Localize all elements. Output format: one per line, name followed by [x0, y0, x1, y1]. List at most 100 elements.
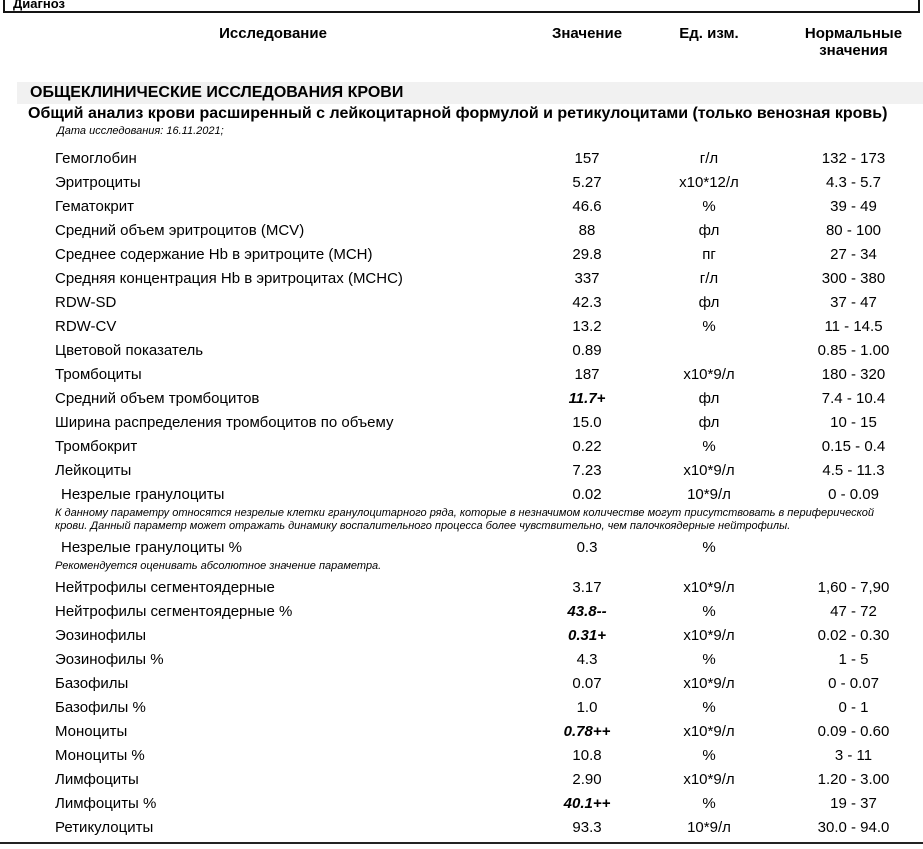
test-normal-range: 27 - 34 — [830, 245, 877, 263]
test-normal-range: 39 - 49 — [830, 197, 877, 215]
test-name: Цветовой показатель — [55, 341, 204, 359]
test-unit: г/л — [699, 269, 719, 287]
test-unit: фл — [698, 413, 720, 431]
diagnosis-label: Диагноз — [13, 0, 65, 11]
test-name: Лимфоциты — [55, 770, 139, 788]
test-name: RDW-CV — [55, 317, 117, 335]
column-header-unit: Ед. изм. — [679, 25, 739, 42]
lab-table-row: Гематокрит 46.6 % 39 - 49 — [0, 194, 923, 218]
test-unit: % — [702, 698, 716, 716]
test-normal-range: 4.3 - 5.7 — [825, 173, 882, 191]
lab-table-row: Средняя концентрация Hb в эритроцитах (M… — [0, 266, 923, 290]
test-value: 42.3 — [572, 293, 602, 311]
test-value: 337 — [574, 269, 600, 287]
diagnosis-field[interactable]: Диагноз — [3, 0, 920, 13]
section-header-bar: ОБЩЕКЛИНИЧЕСКИЕ ИССЛЕДОВАНИЯ КРОВИ — [17, 82, 923, 104]
panel-date: Дата исследования: 16.11.2021; — [57, 125, 224, 137]
lab-table-row: Базофилы % 1.0 % 0 - 1 — [0, 695, 923, 719]
test-value: 40.1++ — [563, 794, 611, 812]
test-value: 0.3 — [576, 538, 598, 556]
test-name: Лимфоциты % — [55, 794, 157, 812]
lab-table-row: RDW-CV 13.2 % 11 - 14.5 — [0, 314, 923, 338]
test-normal-range: 0 - 0.09 — [828, 485, 879, 503]
test-value: 0.22 — [572, 437, 602, 455]
column-header-test: Исследование — [219, 25, 327, 42]
test-unit: х10*9/л — [683, 722, 735, 740]
test-name: Тромбокрит — [55, 437, 138, 455]
test-name: Эозинофилы — [55, 626, 147, 644]
test-value: 0.02 — [572, 485, 602, 503]
test-name: Лейкоциты — [55, 461, 132, 479]
lab-table-row: Моноциты % 10.8 % 3 - 11 — [0, 743, 923, 767]
test-name: RDW-SD — [55, 293, 117, 311]
test-value: 0.89 — [572, 341, 602, 359]
test-value: 88 — [578, 221, 596, 239]
test-name: Эритроциты — [55, 173, 141, 191]
lab-table-row: Цветовой показатель 0.89 0.85 - 1.00 — [0, 338, 923, 362]
lab-table-row: Эритроциты 5.27 х10*12/л 4.3 - 5.7 — [0, 170, 923, 194]
test-unit: 10*9/л — [687, 818, 731, 836]
test-unit: % — [702, 794, 716, 812]
column-header-normal-line2: значения — [819, 42, 888, 59]
test-value: 0.78++ — [563, 722, 611, 740]
results-rows: Гемоглобин 157 г/л 132 - 173 Эритроциты … — [0, 146, 923, 839]
test-normal-range: 4.5 - 11.3 — [822, 461, 885, 479]
bottom-divider — [0, 842, 923, 844]
test-name: Незрелые гранулоциты — [61, 485, 225, 503]
table-header: Исследование Значение Ед. изм. Нормальны… — [0, 25, 923, 59]
test-value: 5.27 — [572, 173, 602, 191]
test-value: 157 — [574, 149, 600, 167]
test-value: 3.17 — [572, 578, 602, 596]
test-normal-range: 132 - 173 — [821, 149, 886, 167]
lab-table-row: Лимфоциты % 40.1++ % 19 - 37 — [0, 791, 923, 815]
test-name: Моноциты % — [55, 746, 145, 764]
test-normal-range: 80 - 100 — [825, 221, 882, 239]
test-value: 46.6 — [572, 197, 602, 215]
test-value: 7.23 — [572, 461, 602, 479]
test-unit: % — [702, 197, 716, 215]
test-name: Моноциты — [55, 722, 128, 740]
test-name: Ретикулоциты — [55, 818, 154, 836]
lab-table-row: Лейкоциты 7.23 х10*9/л 4.5 - 11.3 — [0, 458, 923, 482]
test-normal-range: 0 - 0.07 — [828, 674, 879, 692]
test-normal-range: 37 - 47 — [830, 293, 877, 311]
test-value: 15.0 — [572, 413, 602, 431]
lab-table-row: Средний объем тромбоцитов 11.7+ фл 7.4 -… — [0, 386, 923, 410]
test-value: 187 — [574, 365, 600, 383]
panel-title: Общий анализ крови расширенный с лейкоци… — [28, 105, 888, 122]
test-normal-range: 0 - 1 — [838, 698, 869, 716]
note-line: К данному параметру относятся незрелые к… — [55, 507, 874, 519]
test-normal-range: 47 - 72 — [830, 602, 877, 620]
test-name: Тромбоциты — [55, 365, 142, 383]
note-line: крови. Данный параметр может отражать ди… — [55, 520, 791, 532]
test-normal-range: 30.0 - 94.0 — [817, 818, 890, 836]
test-name: Среднее содержание Hb в эритроците (MCH) — [55, 245, 373, 263]
test-normal-range: 3 - 11 — [834, 746, 873, 764]
test-unit: % — [702, 650, 716, 668]
test-value: 10.8 — [572, 746, 602, 764]
test-value: 0.07 — [572, 674, 602, 692]
test-unit: 10*9/л — [687, 485, 731, 503]
test-name: Нейтрофилы сегментоядерные % — [55, 602, 293, 620]
test-value: 11.7+ — [568, 389, 606, 407]
test-normal-range: 10 - 15 — [830, 413, 877, 431]
test-name: Ширина распределения тромбоцитов по объе… — [55, 413, 394, 431]
lab-table-row: Ретикулоциты 93.3 10*9/л 30.0 - 94.0 — [0, 815, 923, 839]
test-normal-range: 180 - 320 — [821, 365, 886, 383]
test-value: 29.8 — [572, 245, 602, 263]
lab-table-row: Эозинофилы 0.31+ х10*9/л 0.02 - 0.30 — [0, 623, 923, 647]
test-name: Эозинофилы % — [55, 650, 164, 668]
test-name: Гемоглобин — [55, 149, 137, 167]
test-unit: % — [702, 437, 716, 455]
test-value: 2.90 — [572, 770, 602, 788]
test-normal-range: 0.85 - 1.00 — [817, 341, 890, 359]
test-unit: г/л — [699, 149, 719, 167]
lab-table-row: Тромбокрит 0.22 % 0.15 - 0.4 — [0, 434, 923, 458]
test-name: Незрелые гранулоциты % — [61, 538, 242, 556]
test-unit: х10*12/л — [679, 173, 739, 191]
lab-table-row: Среднее содержание Hb в эритроците (MCH)… — [0, 242, 923, 266]
test-name: Средняя концентрация Hb в эритроцитах (M… — [55, 269, 403, 287]
test-normal-range: 0.02 - 0.30 — [817, 626, 890, 644]
lab-table-row: Тромбоциты 187 х10*9/л 180 - 320 — [0, 362, 923, 386]
test-unit: х10*9/л — [683, 461, 735, 479]
